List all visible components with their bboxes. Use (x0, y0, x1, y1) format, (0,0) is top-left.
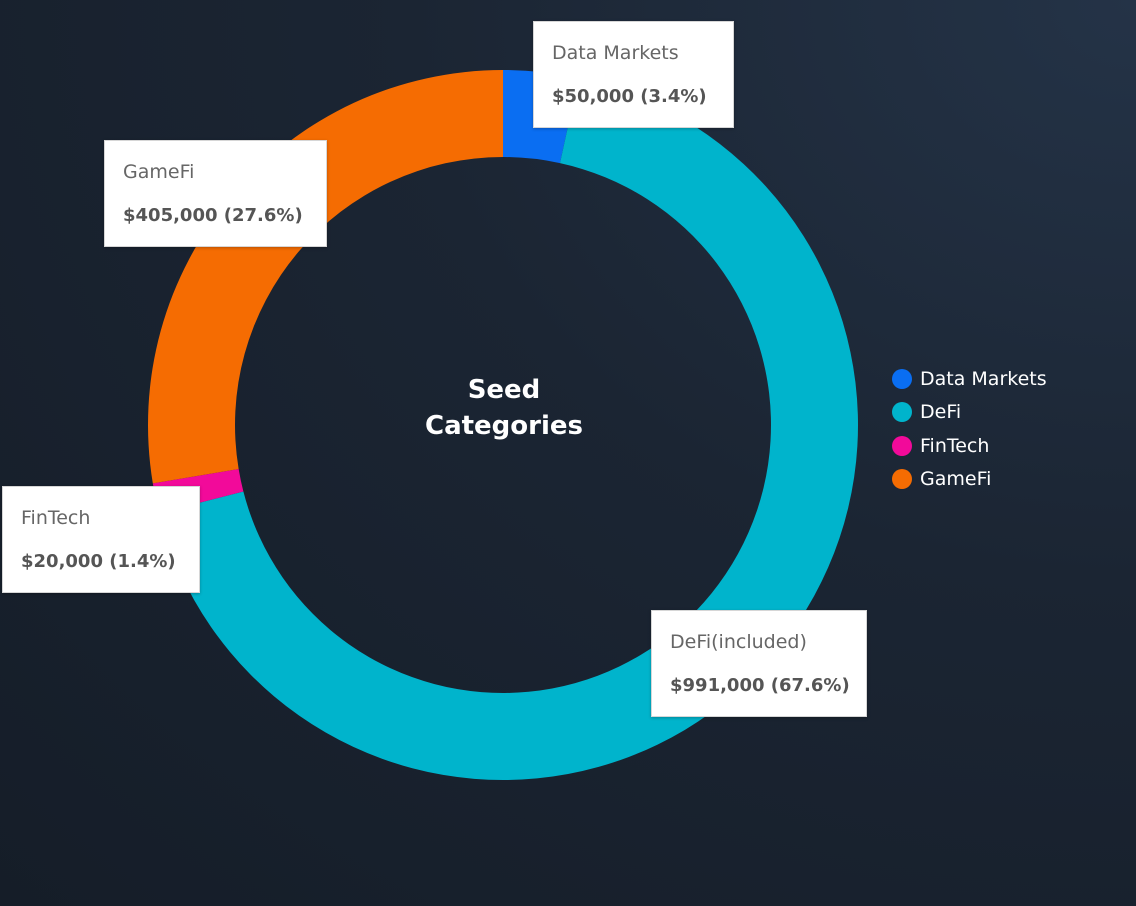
tooltip-gamefi-label: GameFi (123, 161, 195, 183)
tooltip-fintech-value: $20,000 (1.4%) (21, 551, 176, 572)
legend-label-data-markets: Data Markets (920, 367, 1047, 390)
legend-swatch-defi (892, 402, 912, 423)
legend-item-data-markets[interactable]: Data Markets (892, 362, 1047, 396)
tooltip-gamefi: GameFi $405,000 (27.6%) (104, 140, 327, 247)
tooltip-defi-label: DeFi(included) (670, 631, 807, 653)
tooltip-data-markets: Data Markets $50,000 (3.4%) (533, 21, 734, 128)
legend-label-fintech: FinTech (920, 434, 990, 457)
slice-gamefi[interactable] (148, 70, 503, 484)
tooltip-data-markets-label: Data Markets (552, 42, 679, 64)
legend-item-defi[interactable]: DeFi (892, 396, 1047, 430)
legend-swatch-data-markets (892, 368, 912, 389)
legend-swatch-gamefi (892, 469, 912, 490)
legend-label-gamefi: GameFi (920, 468, 992, 491)
tooltip-data-markets-value: $50,000 (3.4%) (552, 86, 707, 107)
chart-legend: Data Markets DeFi FinTech GameFi (892, 362, 1047, 496)
legend-item-fintech[interactable]: FinTech (892, 429, 1047, 463)
legend-swatch-fintech (892, 435, 912, 456)
center-title-line-2: Categories (424, 411, 583, 441)
tooltip-defi-value: $991,000 (67.6%) (670, 675, 850, 696)
tooltip-defi: DeFi(included) $991,000 (67.6%) (651, 610, 867, 717)
legend-item-gamefi[interactable]: GameFi (892, 463, 1047, 497)
tooltip-gamefi-value: $405,000 (27.6%) (123, 205, 303, 226)
legend-label-defi: DeFi (920, 401, 962, 424)
tooltip-fintech-label: FinTech (21, 507, 91, 529)
tooltip-fintech: FinTech $20,000 (1.4%) (2, 486, 200, 593)
chart-center-title: Seed Categories (379, 372, 629, 444)
center-title-line-1: Seed (467, 375, 541, 405)
